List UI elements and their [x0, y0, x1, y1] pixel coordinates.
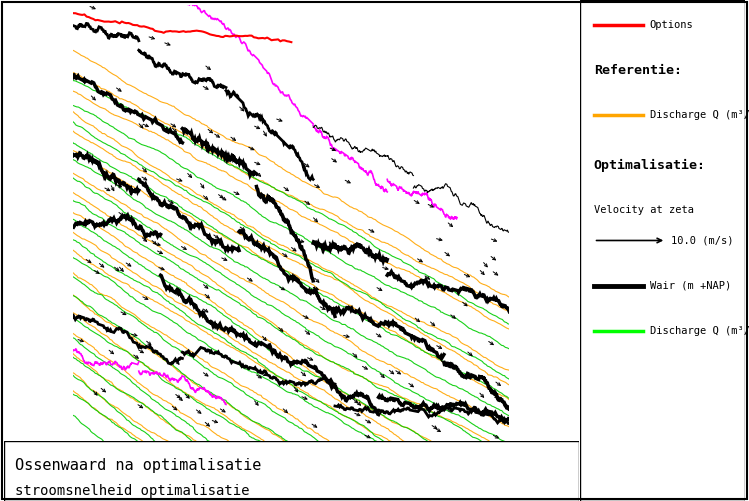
Text: Wair (m +NAP): Wair (m +NAP) [649, 281, 731, 291]
Text: Discharge Q (m³/s): Discharge Q (m³/s) [649, 110, 749, 120]
Text: 10.0 (m/s): 10.0 (m/s) [671, 235, 733, 245]
Text: Options: Options [649, 20, 694, 30]
Text: Discharge Q (m³/s): Discharge Q (m³/s) [649, 326, 749, 336]
Text: Referentie:: Referentie: [594, 64, 682, 77]
Text: Velocity at zeta: Velocity at zeta [594, 205, 694, 215]
Text: stroomsnelheid optimalisatie: stroomsnelheid optimalisatie [15, 484, 249, 498]
Text: Ossenwaard na optimalisatie: Ossenwaard na optimalisatie [15, 458, 261, 473]
Text: Optimalisatie:: Optimalisatie: [594, 159, 706, 172]
